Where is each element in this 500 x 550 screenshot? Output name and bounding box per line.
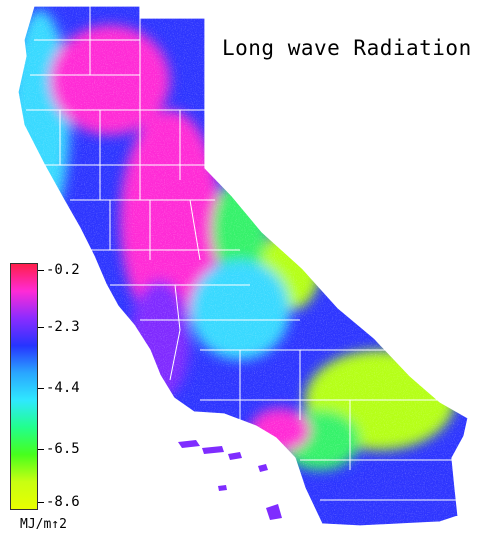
state-outline — [17, 5, 469, 527]
color-scale-bar — [10, 263, 38, 510]
legend-unit-label: MJ/m↑2 — [20, 517, 67, 532]
legend-tick-label: -6.5 — [46, 441, 80, 457]
channel-islands — [178, 440, 282, 520]
legend-tick-label: -4.4 — [46, 380, 80, 396]
legend-tick-label: -0.2 — [46, 262, 80, 278]
legend-tick — [38, 327, 44, 328]
legend-tick-label: -8.6 — [46, 494, 80, 510]
legend-tick-label: -2.3 — [46, 319, 80, 335]
map-title: Long wave Radiation — [222, 36, 472, 60]
legend-tick — [38, 502, 44, 503]
county-boundaries — [26, 6, 460, 501]
legend-tick — [38, 449, 44, 450]
legend-tick — [38, 270, 44, 271]
legend-tick — [38, 388, 44, 389]
